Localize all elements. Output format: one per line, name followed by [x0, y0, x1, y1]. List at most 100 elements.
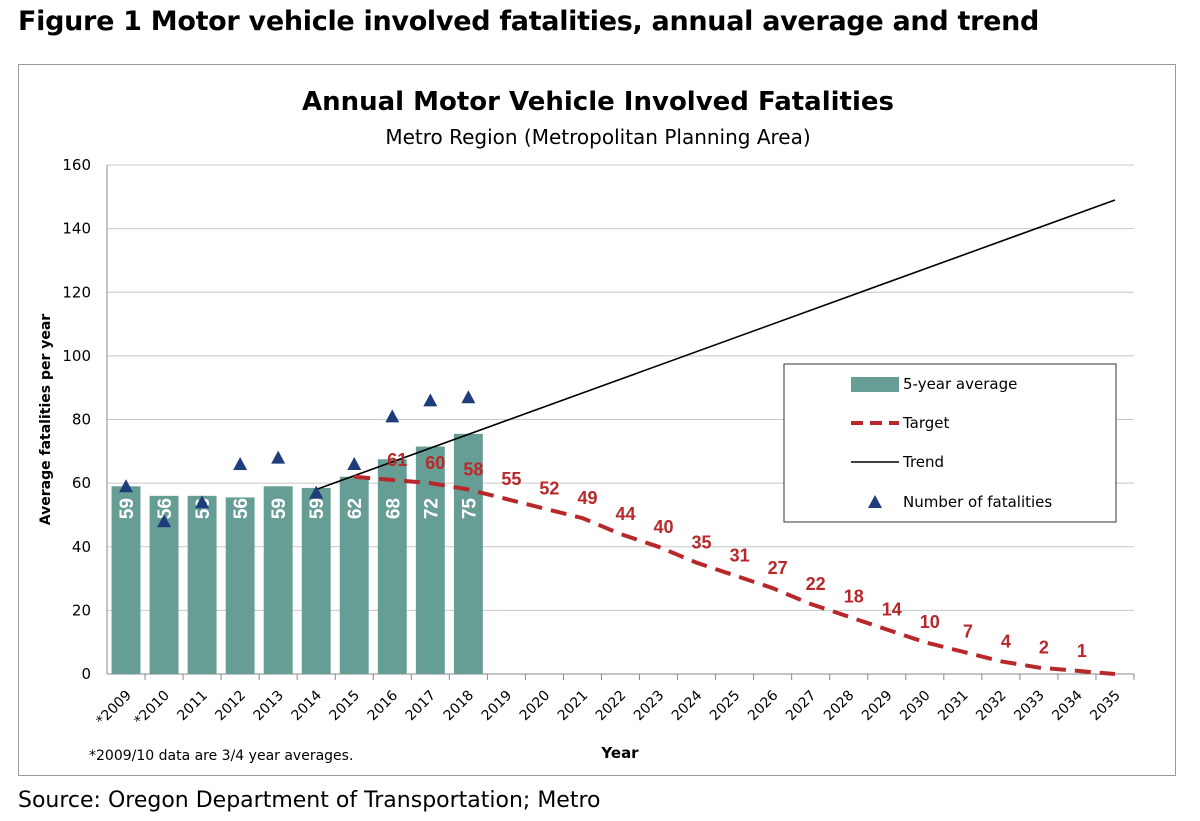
bar-value-label: 56 — [155, 498, 176, 519]
bar-value-label: 59 — [307, 498, 328, 519]
legend-label: Target — [902, 414, 950, 432]
chart-footnote: *2009/10 data are 3/4 year averages. — [89, 748, 353, 764]
target-value-label: 18 — [844, 587, 864, 607]
x-tick-label: 2021 — [555, 688, 592, 725]
bar-5yr-average — [225, 497, 255, 674]
target-value-label: 7 — [963, 622, 973, 642]
bar-value-label: 62 — [345, 498, 366, 519]
trend-line — [315, 199, 1116, 491]
x-tick-label: 2015 — [327, 688, 364, 725]
chart-svg: Annual Motor Vehicle Involved Fatalities… — [38, 87, 1135, 764]
y-tick-label: 20 — [72, 601, 91, 619]
legend-label: Trend — [902, 453, 944, 471]
x-tick-label: 2022 — [593, 688, 630, 725]
bar-value-label: 59 — [269, 498, 290, 519]
bar-value-label: 68 — [383, 498, 404, 519]
target-value-label: 10 — [920, 612, 940, 632]
bar-5yr-average — [339, 476, 369, 674]
target-line — [354, 474, 1116, 676]
y-tick-label: 60 — [72, 474, 91, 492]
x-tick-label: *2010 — [131, 688, 172, 729]
bar-value-label: 56 — [231, 498, 252, 519]
x-tick-label: 2035 — [1087, 688, 1124, 725]
x-tick-label: 2034 — [1049, 687, 1086, 724]
fatalities-marker — [271, 450, 286, 464]
target-value-label: 52 — [539, 479, 559, 499]
target-value-label: 61 — [387, 450, 407, 470]
bar-5yr-average — [111, 486, 141, 674]
target-value-label: 58 — [463, 459, 483, 479]
fatalities-marker — [385, 409, 400, 423]
x-tick-label: 2014 — [289, 687, 326, 724]
x-tick-label: 2025 — [707, 688, 744, 725]
bar-5yr-average — [453, 433, 483, 674]
legend-swatch-fatalities — [868, 495, 882, 508]
fatalities-marker — [309, 485, 324, 499]
x-tick-label: 2029 — [859, 688, 896, 725]
x-tick-label: 2017 — [403, 688, 440, 725]
x-axis-title: Year — [600, 744, 639, 762]
target-value-label: 1 — [1077, 641, 1087, 661]
x-tick-label: 2030 — [897, 688, 934, 725]
source-line: Source: Oregon Department of Transportat… — [18, 788, 601, 813]
x-tick-label: 2027 — [783, 688, 820, 725]
x-tick-label: 2019 — [479, 688, 516, 725]
bar-5yr-average — [377, 459, 407, 674]
chart-title: Annual Motor Vehicle Involved Fatalities — [302, 87, 894, 117]
target-value-label: 31 — [730, 545, 750, 565]
chart-frame: Annual Motor Vehicle Involved Fatalities… — [18, 64, 1176, 776]
legend-swatch-bar — [851, 377, 899, 392]
x-tick-label: *2009 — [93, 688, 134, 729]
y-axis-title: Average fatalities per year — [38, 314, 54, 526]
bar-value-label: 75 — [459, 498, 480, 520]
target-value-label: 49 — [577, 488, 597, 508]
bar-5yr-average — [415, 446, 445, 674]
target-value-label: 2 — [1039, 638, 1049, 658]
x-tick-label: 2018 — [441, 688, 478, 725]
fatalities-marker — [119, 479, 134, 493]
fatalities-marker — [423, 393, 438, 407]
bar-value-label: 72 — [421, 498, 442, 519]
bar-5yr-average — [301, 487, 331, 674]
target-value-label: 14 — [882, 599, 902, 619]
y-tick-label: 160 — [62, 156, 91, 174]
bar-value-label: 59 — [117, 498, 138, 519]
x-tick-label: 2011 — [174, 688, 211, 725]
target-value-label: 4 — [1001, 631, 1011, 651]
target-value-label: 40 — [654, 517, 674, 537]
x-tick-label: 2032 — [973, 688, 1010, 725]
x-tick-label: 2012 — [212, 688, 249, 725]
x-tick-label: 2033 — [1011, 688, 1048, 725]
figure-caption: Figure 1 Motor vehicle involved fataliti… — [18, 6, 1040, 37]
target-value-label: 55 — [501, 469, 521, 489]
y-tick-label: 140 — [62, 220, 91, 238]
fatalities-marker — [157, 514, 172, 528]
x-tick-label: 2023 — [631, 688, 668, 725]
fatalities-marker — [233, 457, 248, 471]
target-value-label: 27 — [768, 558, 788, 578]
bar-5yr-average — [187, 495, 217, 674]
fatalities-marker — [461, 390, 476, 404]
x-tick-label: 2013 — [250, 688, 287, 725]
x-tick-label: 2028 — [821, 688, 858, 725]
chart-subtitle: Metro Region (Metropolitan Planning Area… — [385, 125, 810, 149]
x-tick-label: 2016 — [365, 687, 402, 724]
x-tick-label: 2024 — [669, 687, 706, 724]
y-tick-label: 0 — [81, 665, 91, 683]
y-tick-label: 80 — [72, 411, 91, 429]
bar-5yr-average — [263, 486, 293, 674]
x-tick-label: 2031 — [935, 688, 972, 725]
legend-label: Number of fatalities — [903, 493, 1052, 511]
target-value-label: 22 — [806, 574, 826, 594]
target-value-label: 60 — [425, 453, 445, 473]
legend-label: 5-year average — [903, 375, 1017, 393]
x-tick-label: 2026 — [745, 687, 782, 724]
legend-box — [783, 363, 1117, 523]
target-value-label: 44 — [615, 504, 635, 524]
y-tick-label: 100 — [62, 347, 91, 365]
y-tick-label: 40 — [72, 538, 91, 556]
fatalities-marker — [347, 457, 362, 471]
x-tick-label: 2020 — [517, 688, 554, 725]
fatalities-marker — [195, 495, 210, 509]
y-tick-label: 120 — [62, 283, 91, 301]
